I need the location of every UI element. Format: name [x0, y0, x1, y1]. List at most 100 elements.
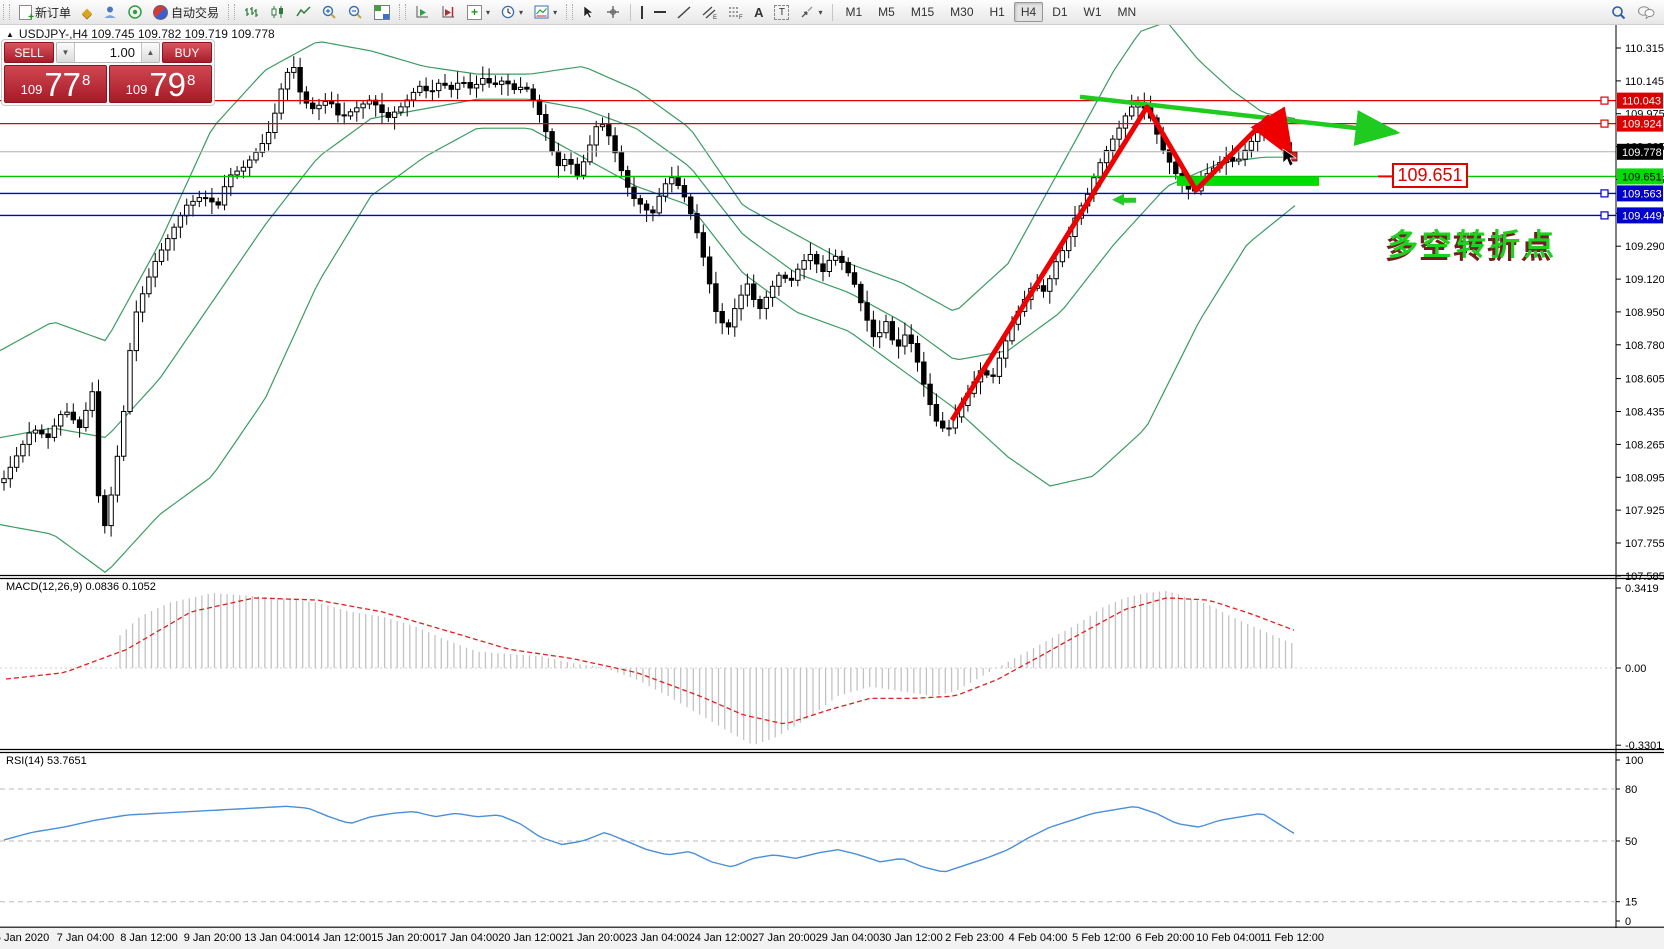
clock-icon: [501, 5, 515, 19]
zoom-out-button[interactable]: [343, 2, 368, 23]
periods-button[interactable]: ▾: [496, 2, 528, 22]
drawing-annotations[interactable]: [949, 94, 1401, 422]
svg-text:50: 50: [1625, 836, 1637, 848]
profile-button[interactable]: [98, 2, 122, 22]
timeframe-button-h4[interactable]: H4: [1013, 2, 1044, 22]
time-axis[interactable]: 6 Jan 2020 7 Jan 04:00 8 Jan 12:00 9 Jan 20…: [0, 928, 1664, 949]
chart-window[interactable]: 110.315110.145109.975109.805109.635109.4…: [0, 24, 1664, 949]
toolbar-separator: [630, 3, 632, 21]
timeframe-button-m1[interactable]: M1: [845, 5, 863, 19]
time-axis-label: 20 Jan 12:00: [498, 932, 562, 944]
text-tool-button[interactable]: A: [749, 3, 768, 22]
svg-text:110.315: 110.315: [1625, 43, 1664, 55]
volume-input[interactable]: [75, 43, 141, 62]
price-chart-canvas[interactable]: 110.315110.145109.975109.805109.635109.4…: [0, 24, 1664, 928]
bar-chart-mode-button[interactable]: [239, 2, 264, 22]
horizontal-line-tool-button[interactable]: [649, 8, 671, 16]
bollinger-bands: [0, 24, 1296, 573]
zoom-in-button[interactable]: [317, 2, 342, 23]
new-order-label: 新订单: [35, 5, 72, 20]
candle-chart-icon: [271, 6, 284, 18]
trendline-tool-button[interactable]: [672, 3, 696, 22]
auto-scroll-button[interactable]: [410, 2, 435, 22]
horizontal-level-lines[interactable]: [0, 96, 1616, 220]
new-order-icon: [19, 4, 34, 23]
signals-button[interactable]: [123, 2, 147, 22]
chart-title-bar: ▲ USDJPY-,H4 109.745 109.782 109.719 109…: [6, 27, 275, 41]
green-left-arrow: [1112, 193, 1136, 206]
descending-trendline-arrow: [1079, 94, 1401, 146]
volume-increase-button[interactable]: ▲: [141, 43, 159, 62]
timeframe-button-mn[interactable]: MN: [1117, 5, 1137, 19]
auto-scroll-icon: [416, 6, 429, 18]
main-toolbar: 新订单 ◆ 自动交易: [0, 0, 1664, 25]
timeframe-button-m5[interactable]: M5: [878, 5, 895, 19]
vertical-line-tool-button[interactable]: [636, 3, 648, 22]
arrows-tool-button[interactable]: ▾: [795, 3, 827, 22]
new-order-button[interactable]: 新订单: [14, 1, 76, 24]
chart-ohlc-readout: USDJPY-,H4 109.745 109.782 109.719 109.7…: [18, 27, 275, 41]
crosshair-icon: [607, 6, 620, 18]
vertical-line-icon: [641, 5, 644, 19]
time-axis-label: 15 Jan 20:00: [371, 932, 435, 944]
svg-text:108.095: 108.095: [1625, 472, 1664, 484]
svg-text:108.780: 108.780: [1625, 340, 1664, 352]
crosshair-tool-button[interactable]: [601, 2, 625, 22]
collapse-triangle-icon[interactable]: ▲: [6, 29, 14, 39]
buy-price-big-digits: 79: [149, 66, 187, 103]
text-label-tool-button[interactable]: T: [769, 2, 794, 23]
line-chart-mode-button[interactable]: [291, 2, 316, 22]
channel-tool-button[interactable]: E: [697, 3, 722, 22]
timeframe-button-w1[interactable]: W1: [1083, 5, 1102, 19]
timeframe-button-m15[interactable]: M15: [910, 5, 935, 19]
search-button[interactable]: [1606, 2, 1631, 23]
svg-text:109.563: 109.563: [1622, 188, 1662, 200]
timeframe-button-m30[interactable]: M30: [950, 5, 974, 19]
sell-price-display[interactable]: 109 77 8: [4, 65, 107, 103]
svg-text:107.755: 107.755: [1625, 538, 1664, 550]
sell-price-pipette: 8: [82, 72, 91, 89]
toolbar-grip: [3, 4, 10, 20]
turning-point-annotation[interactable]: 多空转折点: [1388, 229, 1558, 262]
time-axis-label: 2 Feb 23:00: [945, 932, 1004, 944]
cursor-tool-button[interactable]: [577, 2, 600, 22]
market-depth-button[interactable]: ◆: [77, 3, 97, 22]
support-highlight-bar: [1177, 177, 1319, 186]
autotrade-icon: [153, 4, 169, 20]
timeframe-button-h1[interactable]: H1: [989, 5, 1005, 19]
volume-decrease-button[interactable]: ▼: [57, 43, 75, 62]
buy-price-display[interactable]: 109 79 8: [109, 65, 212, 103]
svg-text:108.265: 108.265: [1625, 439, 1664, 451]
toolbar-grip: [228, 4, 236, 20]
svg-text:0.3419: 0.3419: [1625, 583, 1659, 595]
candle-chart-mode-button[interactable]: [265, 2, 290, 22]
profile-icon: [104, 6, 116, 18]
timeframe-button-d1[interactable]: D1: [1052, 5, 1068, 19]
arrows-icon: [802, 6, 813, 17]
buy-price-handle: 109: [125, 82, 148, 97]
tile-windows-button[interactable]: [369, 2, 395, 23]
macd-pane: 0.3419 0.00 -0.3301: [0, 583, 1662, 752]
tile-windows-icon: [374, 4, 391, 20]
autotrade-button[interactable]: 自动交易: [148, 1, 224, 24]
toolbar-separator: [832, 3, 834, 21]
chat-button[interactable]: [1632, 2, 1660, 22]
volume-stepper: ▼ ▲: [56, 42, 160, 63]
sell-button[interactable]: SELL: [4, 42, 54, 63]
time-axis-label: 6 Feb 20:00: [1135, 932, 1195, 944]
template-icon: [534, 5, 549, 19]
time-axis-label: 30 Jan 12:00: [879, 932, 943, 944]
time-axis-label: 8 Jan 12:00: [120, 932, 178, 944]
candlesticks: [1, 56, 1292, 537]
buy-button[interactable]: BUY: [162, 42, 212, 63]
indicators-button[interactable]: + ▾: [462, 2, 495, 23]
fibonacci-tool-button[interactable]: F: [723, 3, 748, 22]
equidistant-channel-icon: E: [702, 6, 717, 19]
templates-button[interactable]: ▾: [529, 2, 562, 22]
chart-shift-button[interactable]: [436, 2, 461, 22]
price-tag-annotation[interactable]: 109.651: [1392, 163, 1468, 188]
svg-text:110.145: 110.145: [1625, 76, 1664, 88]
svg-text:100: 100: [1625, 755, 1643, 767]
svg-text:107.925: 107.925: [1625, 505, 1664, 517]
svg-text:15: 15: [1625, 897, 1637, 909]
